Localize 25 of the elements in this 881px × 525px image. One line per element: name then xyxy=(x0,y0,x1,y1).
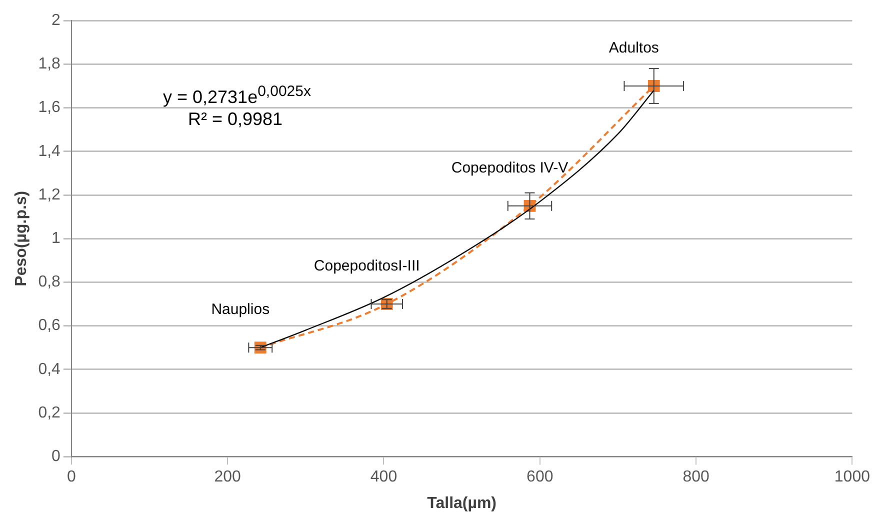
x-axis-title: Talla(µm) xyxy=(427,494,497,512)
y-tick-label: 0,4 xyxy=(38,360,61,378)
y-tick-label: 0,2 xyxy=(38,404,61,422)
y-tick-label: 1,8 xyxy=(38,56,61,73)
x-tick-label: 800 xyxy=(682,468,710,486)
y-tick-label: 0,6 xyxy=(38,317,61,334)
x-tick-label: 200 xyxy=(214,468,242,486)
x-tick-label: 0 xyxy=(66,468,76,486)
y-tick-label: 1,2 xyxy=(38,186,61,204)
y-axis-title: Peso(µg.p.s) xyxy=(13,190,30,286)
annotation: R² = 0,9981 xyxy=(188,109,283,130)
annotation: Nauplios xyxy=(211,301,270,318)
annotation: y = 0,2731e$^{0,0025x}$ xyxy=(163,83,311,108)
annotation: CopepoditosI-III xyxy=(314,258,420,275)
x-tick-label: 1000 xyxy=(834,468,870,486)
y-tick-label: 0 xyxy=(52,448,61,466)
y-tick-label: 2 xyxy=(52,12,61,30)
y-tick-label: 1,4 xyxy=(38,142,61,160)
y-tick-label: 0,8 xyxy=(38,274,61,291)
annotation: Copepoditos IV-V xyxy=(451,160,568,177)
x-tick-label: 400 xyxy=(370,468,398,486)
y-tick-label: 1,6 xyxy=(38,99,61,116)
y-tick-label: 1 xyxy=(52,230,61,248)
annotation: Adultos xyxy=(608,40,659,57)
x-tick-label: 600 xyxy=(526,468,554,486)
